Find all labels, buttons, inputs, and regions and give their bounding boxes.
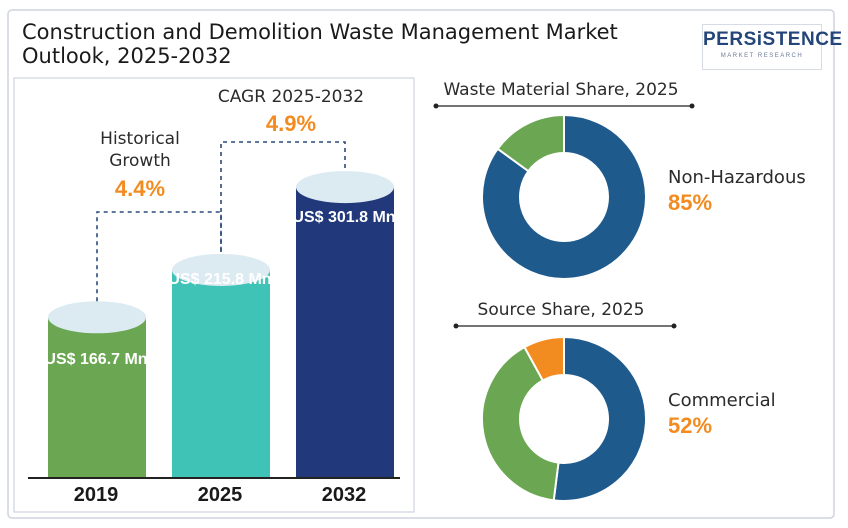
donut-waste-material-slice-0	[481, 113, 647, 280]
donut2-callout-label: Commercial	[668, 390, 776, 411]
chart-title: Construction and Demolition Waste Manage…	[22, 20, 618, 68]
donut-source-slice-0	[552, 335, 647, 502]
bar-cap	[172, 253, 270, 286]
donut-source-slice-1	[481, 345, 560, 502]
donut1-callout-value: 85%	[668, 190, 713, 215]
x-tick-2032: 2032	[321, 484, 367, 506]
outer-border	[7, 9, 835, 519]
historical-growth-value: 4.4%	[114, 176, 166, 201]
donut1-callout-label: Non-Hazardous	[668, 167, 806, 188]
donut2-callout-value: 52%	[668, 413, 713, 438]
bar-body	[48, 317, 146, 478]
bar-2032	[296, 171, 394, 478]
logo-tagline: MARKET RESEARCH	[720, 53, 804, 59]
donut-title-source: Source Share, 2025	[477, 300, 645, 320]
persistence-logo: PERSiSTENCE MARKET RESEARCH	[702, 24, 843, 70]
underline-dot	[671, 323, 677, 329]
cagr-value: 4.9%	[265, 111, 317, 136]
donut-waste-material-slice-1	[496, 113, 565, 173]
donut-title-waste-material: Waste Material Share, 2025	[443, 80, 679, 100]
bar-value-label-2025: US$ 215.8 Mn	[168, 271, 272, 288]
bar-body	[172, 269, 270, 478]
cagr-connector	[220, 141, 346, 252]
underline-dot	[453, 323, 459, 329]
bar-2019	[48, 301, 146, 478]
bar-value-label-2019: US$ 166.7 Mn	[44, 351, 148, 368]
logo-wordmark: PERSiSTENCE	[703, 29, 843, 50]
bar-2025	[172, 253, 270, 478]
underline-dot	[689, 103, 695, 109]
donut-waste-material	[481, 113, 647, 280]
x-tick-2025: 2025	[197, 484, 243, 506]
donut-source-slice-2	[523, 335, 565, 382]
bar-panel-border	[13, 77, 415, 513]
x-tick-2019: 2019	[73, 484, 119, 506]
cagr-label: CAGR 2025-2032	[217, 87, 365, 107]
donut-source	[481, 335, 647, 502]
historical-growth-label: Historical Growth	[100, 129, 180, 171]
bar-body	[296, 187, 394, 478]
bar-value-label-2032: US$ 301.8 Mn	[292, 209, 396, 226]
underline-dot	[433, 103, 439, 109]
bar-cap	[48, 301, 146, 334]
bar-cap	[296, 171, 394, 204]
